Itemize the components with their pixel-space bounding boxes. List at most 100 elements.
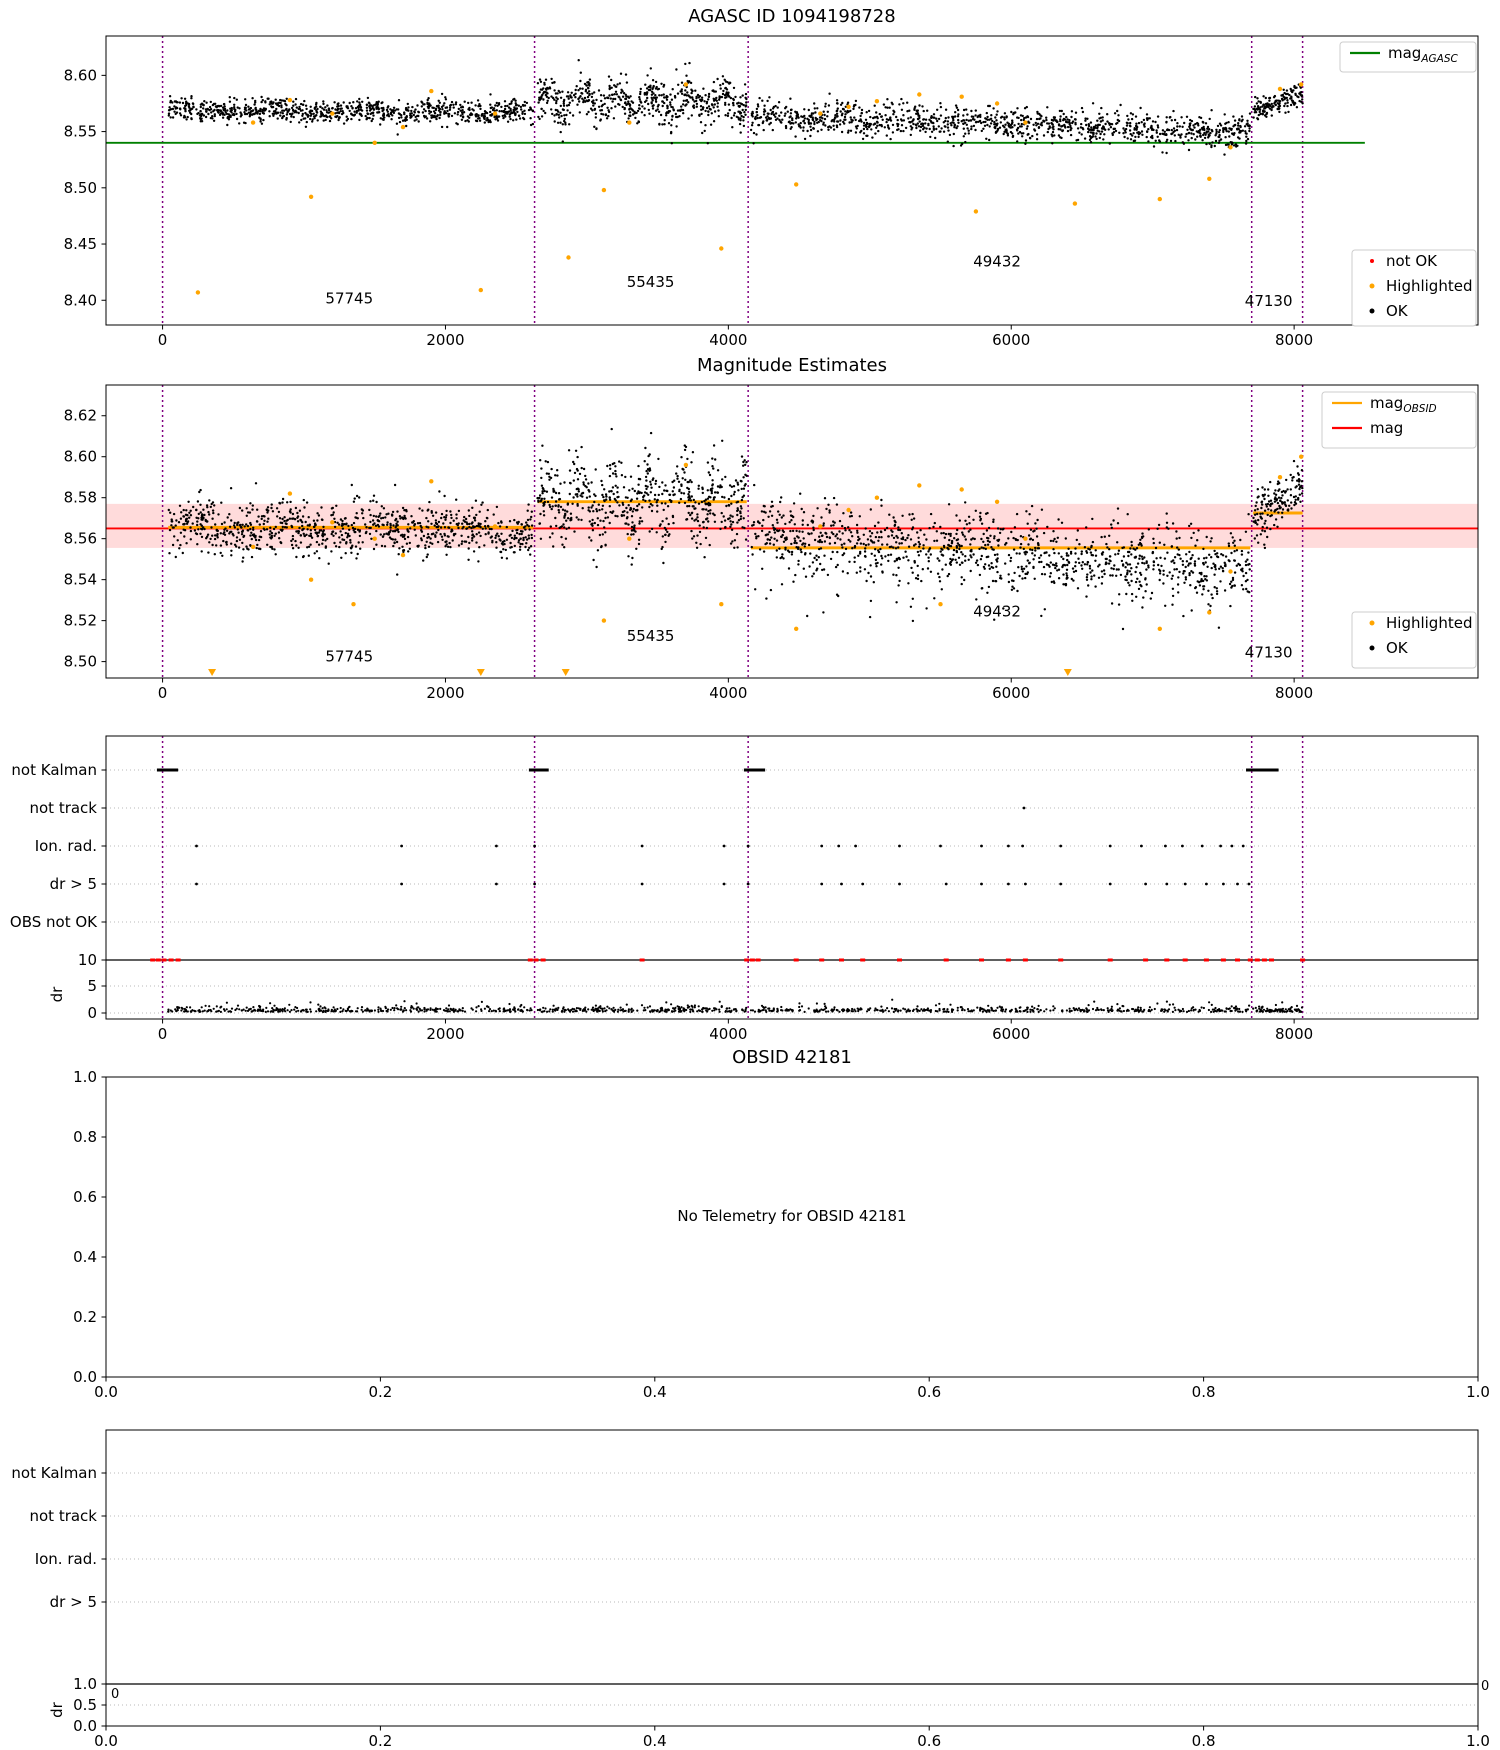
x-tick-label: 0.2 — [368, 1383, 392, 1401]
legend-label: not OK — [1386, 252, 1438, 270]
chart-obsid-42181: OBSID 42181 0.0 0.2 0.4 0.6 0.8 1.0 0.0 0.2 0.4 0.… — [73, 1047, 1490, 1401]
obsid-label: 55435 — [627, 627, 675, 645]
dr-axis-label: dr — [48, 1701, 66, 1718]
obsid-label: 49432 — [973, 253, 1021, 271]
flag-row-label: Ion. rad. — [35, 837, 97, 855]
y-tick-label: 8.52 — [64, 612, 97, 630]
dr-tick-label: 5 — [87, 977, 97, 995]
highlighted-points — [195, 82, 1304, 295]
x-tick-label: 2000 — [426, 1025, 464, 1043]
flag-row-label: not Kalman — [11, 761, 97, 779]
not-kalman-mark — [156, 768, 179, 772]
not-track-points — [1022, 806, 1026, 810]
x-tick-label: 1.0 — [1466, 1732, 1490, 1750]
secondary-tick-label: 0 — [111, 1687, 119, 1702]
chart-title: OBSID 42181 — [732, 1047, 852, 1068]
y-tick-label: 8.60 — [64, 66, 97, 84]
legend-label: OK — [1386, 639, 1409, 657]
x-tick-label: 0.0 — [94, 1732, 118, 1750]
legend-dot-sample — [1369, 308, 1375, 314]
y-tick-label: 8.56 — [64, 530, 97, 548]
dr-points — [167, 1000, 533, 1014]
y-tick-label: 8.50 — [64, 653, 97, 671]
x-tick-label: 2000 — [426, 684, 464, 702]
x-tick-label: 0.6 — [917, 1383, 941, 1401]
chart-agasc-mags: AGASC ID 1094198728 57745 55435 49432 47130 0… — [64, 6, 1479, 349]
x-tick-label: 0.8 — [1192, 1732, 1216, 1750]
legend-dot-sample — [1369, 620, 1375, 626]
legend-dot-sample — [1370, 259, 1374, 263]
x-tick-label: 2000 — [426, 331, 464, 349]
flag-row-label: not Kalman — [11, 1464, 97, 1482]
x-tick-label: 1.0 — [1466, 1383, 1490, 1401]
not-kalman-mark — [1246, 768, 1279, 772]
legend-label: mag — [1370, 419, 1403, 437]
x-tick-label: 4000 — [709, 1025, 747, 1043]
obsid-label: 55435 — [627, 273, 675, 291]
y-tick-label: 0.0 — [73, 1368, 97, 1386]
flag-row-label: not track — [29, 1507, 97, 1525]
x-tick-label: 6000 — [992, 1025, 1030, 1043]
y-tick-label: 8.55 — [64, 123, 97, 141]
y-tick-label: 8.40 — [64, 291, 97, 309]
axes-frame — [105, 384, 1479, 679]
y-tick-label: 8.50 — [64, 179, 97, 197]
x-tick-label: 0.4 — [643, 1383, 667, 1401]
dr-tick-label: 0.0 — [73, 1717, 97, 1735]
dr-points — [1252, 1001, 1304, 1014]
flag-row-label: dr > 5 — [50, 875, 97, 893]
flag-row-label: dr > 5 — [50, 1593, 97, 1611]
y-tick-label: 1.0 — [73, 1068, 97, 1086]
legend: Highlighted OK — [1351, 611, 1477, 669]
axes-frame — [105, 735, 1479, 1020]
obsid-label: 47130 — [1245, 292, 1293, 310]
y-tick-label: 8.54 — [64, 571, 97, 589]
x-tick-label: 0 — [158, 1025, 168, 1043]
obsid-label: 57745 — [325, 648, 373, 666]
secondary-tick-label: 0 — [1481, 1679, 1489, 1694]
chart-flags-top: not Kalman not track Ion. rad. dr > 5 OBS no… — [10, 735, 1479, 1043]
legend-dot-sample — [1369, 283, 1375, 289]
legend-dot-sample — [1369, 645, 1375, 651]
y-tick-label: 0.8 — [73, 1128, 97, 1146]
flag-row-label: Ion. rad. — [35, 1550, 97, 1568]
dr-points — [536, 1000, 748, 1014]
axes-frame — [105, 35, 1479, 326]
not-kalman-mark — [528, 768, 549, 772]
chart-title: AGASC ID 1094198728 — [688, 6, 895, 27]
x-tick-label: 0.2 — [368, 1732, 392, 1750]
legend-label: OK — [1386, 302, 1409, 320]
obsid-label: 49432 — [973, 603, 1021, 621]
dr-tick-label: 0.5 — [73, 1696, 97, 1714]
chart-mag-estimates: Magnitude Estimates 57745 55435 49432 47130 0… — [64, 355, 1479, 702]
x-tick-label: 8000 — [1275, 331, 1313, 349]
x-tick-label: 8000 — [1275, 684, 1313, 702]
x-tick-label: 8000 — [1275, 1025, 1313, 1043]
axes-frame — [105, 1076, 1479, 1378]
chart-flags-bottom: not Kalman not track Ion. rad. dr > 5 1.0 0.5… — [11, 1429, 1490, 1750]
not-kalman-mark — [743, 768, 766, 772]
ion-rad-points — [195, 844, 1245, 848]
flag-row-label: OBS not OK — [10, 913, 98, 931]
no-telemetry-text: No Telemetry for OBSID 42181 — [677, 1207, 906, 1225]
obsid-label: 57745 — [325, 290, 373, 308]
dr-tick-label: 0 — [87, 1004, 97, 1022]
x-tick-label: 0.8 — [1192, 1383, 1216, 1401]
chart-title: Magnitude Estimates — [697, 355, 887, 376]
dr-tick-label: 10 — [78, 951, 97, 969]
x-tick-label: 6000 — [992, 684, 1030, 702]
x-tick-label: 6000 — [992, 331, 1030, 349]
dr-clipped-points — [150, 958, 1306, 962]
ok-points — [167, 427, 1304, 631]
highlighted-points — [208, 454, 1304, 676]
x-tick-label: 4000 — [709, 684, 747, 702]
dr-axis-label: dr — [48, 986, 66, 1003]
y-tick-label: 0.2 — [73, 1308, 97, 1326]
axes-frame — [105, 1429, 1479, 1727]
y-tick-label: 8.62 — [64, 407, 97, 425]
x-tick-label: 0.0 — [94, 1383, 118, 1401]
x-tick-label: 0.4 — [643, 1732, 667, 1750]
x-tick-label: 0 — [158, 331, 168, 349]
